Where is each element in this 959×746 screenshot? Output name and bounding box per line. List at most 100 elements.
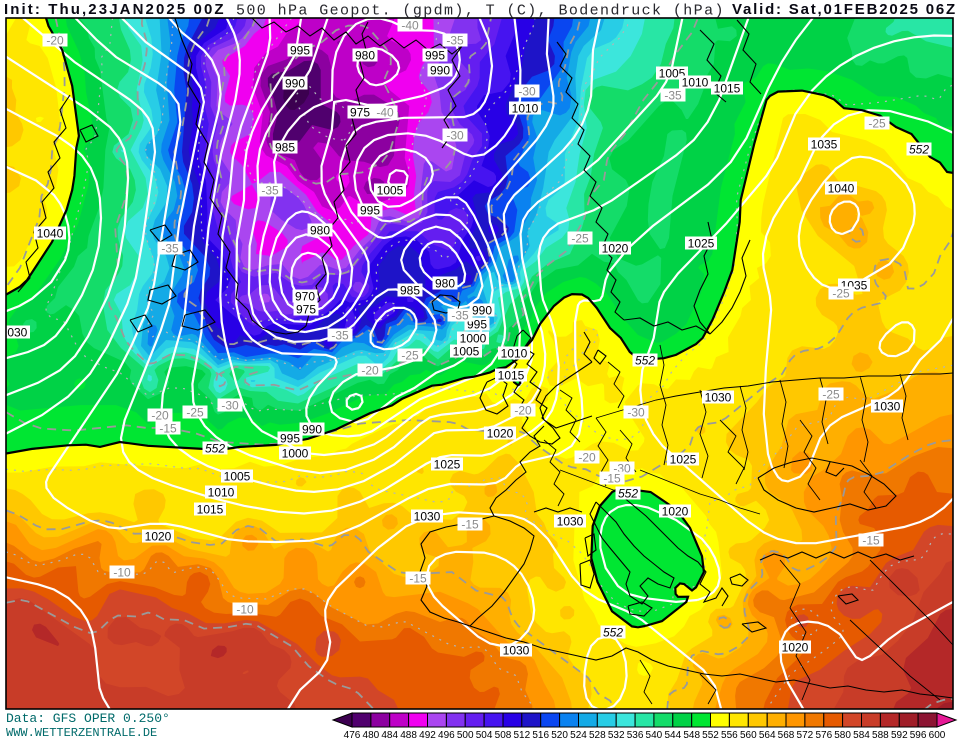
svg-text:1005: 1005	[224, 470, 251, 484]
svg-text:990: 990	[472, 304, 492, 318]
svg-text:1015: 1015	[197, 503, 224, 517]
svg-text:-20: -20	[514, 404, 532, 418]
svg-text:-10: -10	[113, 566, 131, 580]
svg-text:995: 995	[360, 204, 380, 218]
svg-text:-30: -30	[221, 399, 239, 413]
svg-text:1015: 1015	[714, 82, 741, 96]
svg-text:995: 995	[290, 44, 310, 58]
svg-text:1020: 1020	[782, 641, 809, 655]
svg-text:580: 580	[834, 730, 851, 741]
svg-text:-35: -35	[261, 184, 279, 198]
svg-text:1030: 1030	[414, 510, 441, 524]
svg-text:-25: -25	[868, 117, 886, 131]
svg-text:1040: 1040	[828, 182, 855, 196]
svg-text:-30: -30	[518, 85, 536, 99]
svg-text:980: 980	[355, 49, 375, 63]
svg-text:980: 980	[310, 224, 330, 238]
svg-text:-15: -15	[409, 572, 427, 586]
svg-text:1025: 1025	[434, 458, 461, 472]
svg-text:500 hPa Geopot. (gpdm), T (C),: 500 hPa Geopot. (gpdm), T (C), Bodendruc…	[236, 3, 725, 20]
svg-text:Init: Thu,23JAN2025 00Z: Init: Thu,23JAN2025 00Z	[4, 1, 226, 18]
svg-text:1010: 1010	[501, 347, 528, 361]
svg-text:-30: -30	[627, 406, 645, 420]
svg-text:1000: 1000	[282, 447, 309, 461]
svg-text:990: 990	[430, 64, 450, 78]
svg-text:-35: -35	[331, 329, 349, 343]
svg-text:-15: -15	[862, 534, 880, 548]
svg-text:552: 552	[702, 730, 719, 741]
svg-text:-20: -20	[361, 364, 379, 378]
svg-text:524: 524	[570, 730, 587, 741]
svg-text:1005: 1005	[453, 345, 480, 359]
svg-text:552: 552	[909, 143, 929, 157]
svg-text:-25: -25	[822, 388, 840, 402]
svg-text:1035: 1035	[811, 138, 838, 152]
svg-text:552: 552	[603, 626, 623, 640]
svg-text:592: 592	[891, 730, 908, 741]
svg-text:504: 504	[476, 730, 493, 741]
svg-text:-15: -15	[603, 472, 621, 486]
svg-text:552: 552	[205, 442, 225, 456]
svg-text:-40: -40	[376, 106, 394, 120]
svg-text:492: 492	[419, 730, 436, 741]
svg-text:568: 568	[778, 730, 795, 741]
svg-text:476: 476	[344, 730, 361, 741]
svg-text:1015: 1015	[498, 369, 525, 383]
svg-text:516: 516	[532, 730, 549, 741]
svg-text:536: 536	[627, 730, 644, 741]
svg-text:508: 508	[495, 730, 512, 741]
svg-text:496: 496	[438, 730, 455, 741]
svg-text:596: 596	[910, 730, 927, 741]
svg-text:512: 512	[513, 730, 530, 741]
svg-text:1010: 1010	[682, 76, 709, 90]
svg-text:500: 500	[457, 730, 474, 741]
svg-text:-15: -15	[461, 518, 479, 532]
svg-text:1000: 1000	[460, 332, 487, 346]
svg-text:480: 480	[363, 730, 380, 741]
svg-text:-25: -25	[401, 349, 419, 363]
svg-text:-35: -35	[451, 309, 469, 323]
svg-text:-20: -20	[151, 409, 169, 423]
svg-text:1020: 1020	[145, 530, 172, 544]
svg-text:975: 975	[350, 106, 370, 120]
svg-text:-40: -40	[401, 19, 419, 33]
svg-text:-30: -30	[446, 129, 464, 143]
svg-text:600: 600	[929, 730, 946, 741]
svg-text:985: 985	[275, 141, 295, 155]
svg-text:970: 970	[295, 290, 315, 304]
svg-text:1020: 1020	[662, 505, 689, 519]
svg-text:1030: 1030	[557, 515, 584, 529]
svg-text:1030: 1030	[1, 326, 28, 340]
svg-text:-35: -35	[446, 34, 464, 48]
svg-text:548: 548	[683, 730, 700, 741]
svg-text:1030: 1030	[705, 391, 732, 405]
svg-text:-20: -20	[46, 34, 64, 48]
svg-text:-25: -25	[186, 406, 204, 420]
svg-text:588: 588	[872, 730, 889, 741]
svg-text:-20: -20	[578, 451, 596, 465]
svg-text:484: 484	[381, 730, 398, 741]
svg-text:995: 995	[425, 49, 445, 63]
svg-text:1040: 1040	[37, 227, 64, 241]
svg-text:1030: 1030	[874, 400, 901, 414]
svg-text:-15: -15	[159, 422, 177, 436]
svg-text:985: 985	[400, 284, 420, 298]
svg-text:544: 544	[664, 730, 681, 741]
svg-text:-25: -25	[571, 232, 589, 246]
svg-text:564: 564	[759, 730, 776, 741]
svg-text:1020: 1020	[602, 242, 629, 256]
svg-text:-25: -25	[832, 287, 850, 301]
svg-text:1010: 1010	[208, 486, 235, 500]
svg-text:560: 560	[740, 730, 757, 741]
svg-text:Valid: Sat,01FEB2025 06Z: Valid: Sat,01FEB2025 06Z	[732, 1, 957, 18]
svg-text:552: 552	[618, 487, 638, 501]
svg-text:584: 584	[853, 730, 870, 741]
svg-text:-10: -10	[236, 603, 254, 617]
svg-text:1025: 1025	[670, 453, 697, 467]
svg-text:995: 995	[280, 432, 300, 446]
svg-text:540: 540	[646, 730, 663, 741]
svg-text:-35: -35	[161, 242, 179, 256]
svg-text:990: 990	[302, 423, 322, 437]
svg-text:552: 552	[635, 354, 655, 368]
svg-text:572: 572	[797, 730, 814, 741]
